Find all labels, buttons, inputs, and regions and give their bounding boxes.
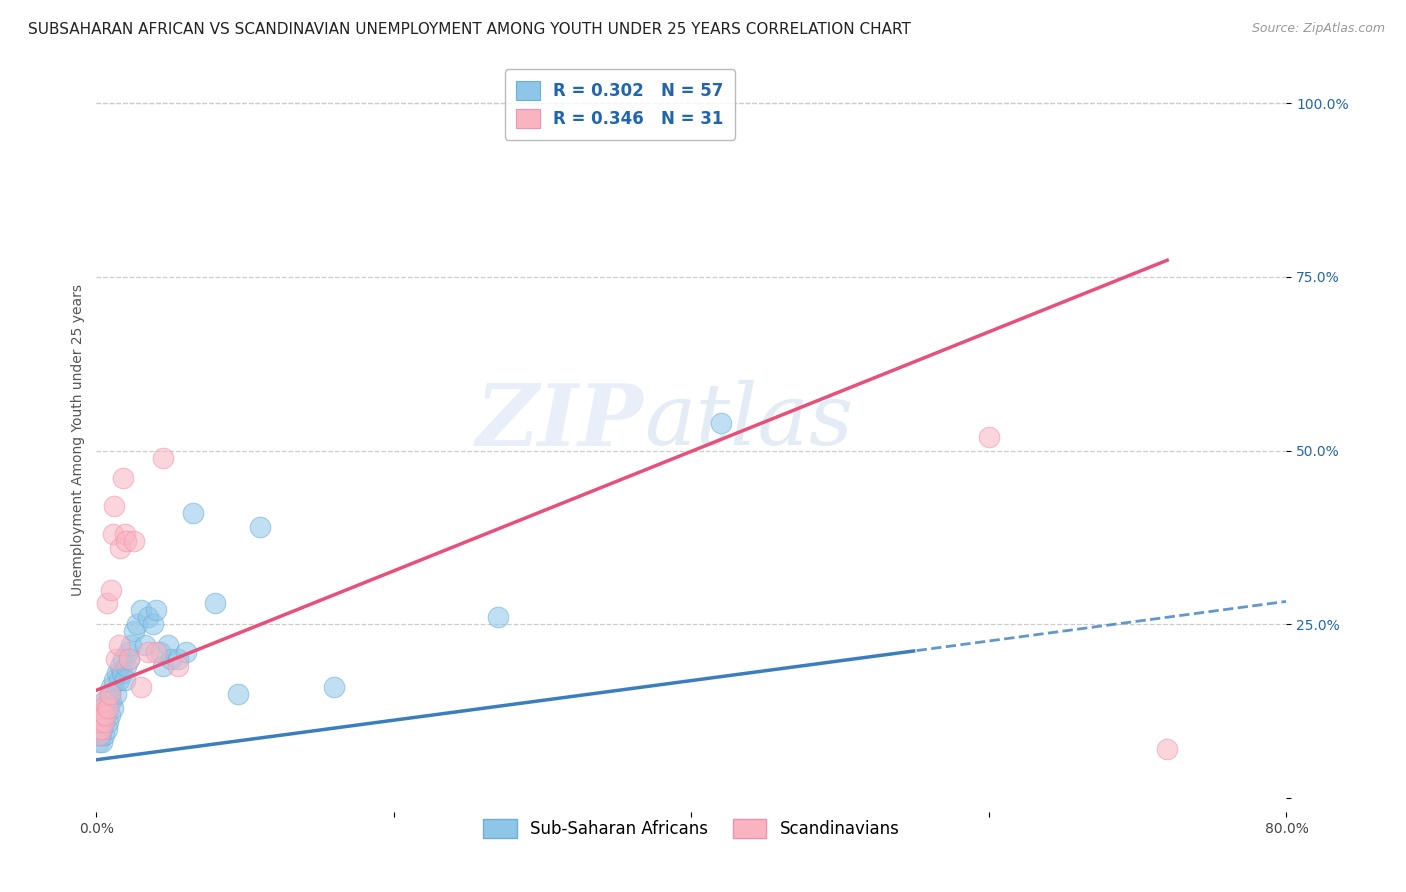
Point — [104, 652, 127, 666]
Point — [125, 617, 148, 632]
Point — [226, 687, 249, 701]
Point — [112, 471, 135, 485]
Point — [117, 645, 139, 659]
Point — [91, 700, 114, 714]
Point — [138, 645, 160, 659]
Point — [90, 729, 112, 743]
Point — [93, 714, 115, 729]
Point — [100, 582, 122, 597]
Point — [710, 416, 733, 430]
Text: SUBSAHARAN AFRICAN VS SCANDINAVIAN UNEMPLOYMENT AMONG YOUTH UNDER 25 YEARS CORRE: SUBSAHARAN AFRICAN VS SCANDINAVIAN UNEMP… — [28, 22, 911, 37]
Point — [115, 533, 138, 548]
Point — [101, 527, 124, 541]
Point — [87, 729, 110, 743]
Point — [134, 638, 156, 652]
Point — [94, 694, 117, 708]
Point — [87, 722, 110, 736]
Point — [129, 603, 152, 617]
Point — [96, 597, 118, 611]
Point — [93, 700, 115, 714]
Point — [98, 687, 121, 701]
Point — [152, 450, 174, 465]
Point — [89, 729, 111, 743]
Point — [98, 707, 121, 722]
Point — [87, 722, 110, 736]
Point — [93, 694, 115, 708]
Point — [107, 638, 129, 652]
Point — [104, 687, 127, 701]
Point — [145, 603, 167, 617]
Point — [97, 714, 120, 729]
Point — [122, 624, 145, 639]
Point — [103, 673, 125, 687]
Point — [108, 659, 131, 673]
Point — [174, 645, 197, 659]
Point — [90, 707, 112, 722]
Point — [87, 707, 110, 722]
Text: atlas: atlas — [644, 380, 853, 463]
Point — [89, 722, 111, 736]
Point — [96, 722, 118, 736]
Point — [101, 700, 124, 714]
Point — [120, 638, 142, 652]
Point — [204, 597, 226, 611]
Point — [118, 652, 141, 666]
Point — [156, 638, 179, 652]
Point — [118, 652, 141, 666]
Point — [91, 707, 114, 722]
Point — [96, 700, 118, 714]
Point — [115, 659, 138, 673]
Point — [1156, 742, 1178, 756]
Point — [152, 659, 174, 673]
Point — [138, 610, 160, 624]
Point — [149, 645, 172, 659]
Point — [167, 652, 190, 666]
Point — [90, 714, 112, 729]
Point — [129, 680, 152, 694]
Point — [145, 645, 167, 659]
Point — [105, 665, 128, 680]
Point — [90, 722, 112, 736]
Point — [94, 707, 117, 722]
Point — [90, 700, 112, 714]
Point — [323, 680, 346, 694]
Point — [114, 527, 136, 541]
Point — [122, 533, 145, 548]
Point — [89, 714, 111, 729]
Point — [97, 700, 120, 714]
Point — [167, 659, 190, 673]
Point — [100, 694, 122, 708]
Point — [89, 735, 111, 749]
Text: Source: ZipAtlas.com: Source: ZipAtlas.com — [1251, 22, 1385, 36]
Point — [97, 694, 120, 708]
Point — [91, 722, 114, 736]
Point — [486, 610, 509, 624]
Point — [142, 617, 165, 632]
Point — [98, 687, 121, 701]
Y-axis label: Unemployment Among Youth under 25 years: Unemployment Among Youth under 25 years — [72, 285, 86, 596]
Legend: Sub-Saharan Africans, Scandinavians: Sub-Saharan Africans, Scandinavians — [477, 812, 907, 845]
Point — [249, 520, 271, 534]
Point — [94, 707, 117, 722]
Point — [112, 652, 135, 666]
Point — [103, 499, 125, 513]
Point — [114, 673, 136, 687]
Point — [107, 673, 129, 687]
Point — [93, 729, 115, 743]
Point — [111, 665, 134, 680]
Point — [181, 506, 204, 520]
Text: ZIP: ZIP — [477, 380, 644, 463]
Point — [91, 735, 114, 749]
Point — [159, 652, 181, 666]
Point — [89, 707, 111, 722]
Point — [100, 680, 122, 694]
Point — [108, 541, 131, 555]
Point — [977, 430, 1000, 444]
Point — [93, 714, 115, 729]
